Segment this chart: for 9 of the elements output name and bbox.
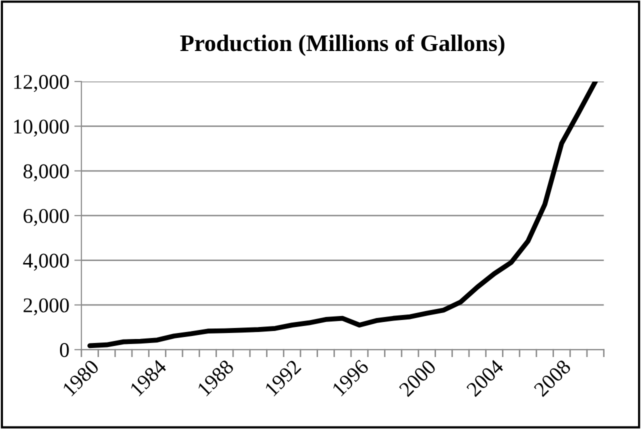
y-tick-label: 4,000 bbox=[23, 254, 69, 271]
y-tick-label: 2,000 bbox=[24, 298, 69, 316]
y-tick-label: 8,000 bbox=[24, 164, 69, 182]
line-series bbox=[87, 82, 598, 348]
y-tick-label: 6,000 bbox=[24, 208, 69, 226]
y-tick-label: 12,000 bbox=[14, 74, 69, 92]
chart-title: Production (Millions of Gallons) bbox=[180, 34, 504, 56]
y-tick-label: 10,000 bbox=[14, 120, 69, 137]
y-tick-label: 0 bbox=[60, 343, 69, 358]
